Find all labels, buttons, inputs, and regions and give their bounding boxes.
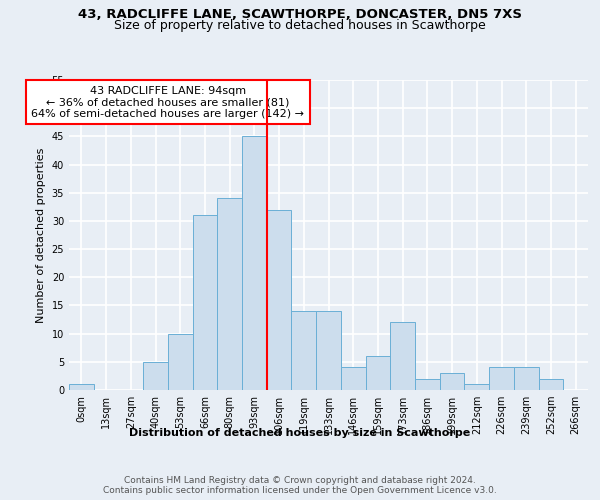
Bar (390, 322, 415, 390)
Bar (292, 311, 316, 390)
Bar (69, 384, 94, 390)
Bar (440, 373, 464, 390)
Y-axis label: Number of detached properties: Number of detached properties (36, 148, 46, 322)
Text: Distribution of detached houses by size in Scawthorpe: Distribution of detached houses by size … (130, 428, 470, 438)
Text: Size of property relative to detached houses in Scawthorpe: Size of property relative to detached ho… (114, 18, 486, 32)
Bar (217, 198, 242, 390)
Text: 43 RADCLIFFE LANE: 94sqm
← 36% of detached houses are smaller (81)
64% of semi-d: 43 RADCLIFFE LANE: 94sqm ← 36% of detach… (31, 86, 304, 119)
Bar (514, 368, 539, 390)
Bar (365, 356, 390, 390)
Bar (143, 362, 168, 390)
Bar (168, 334, 193, 390)
Bar (539, 378, 563, 390)
Bar (341, 368, 365, 390)
Text: Contains HM Land Registry data © Crown copyright and database right 2024.
Contai: Contains HM Land Registry data © Crown c… (103, 476, 497, 495)
Text: 43, RADCLIFFE LANE, SCAWTHORPE, DONCASTER, DN5 7XS: 43, RADCLIFFE LANE, SCAWTHORPE, DONCASTE… (78, 8, 522, 20)
Bar (464, 384, 489, 390)
Bar (242, 136, 267, 390)
Bar (415, 378, 440, 390)
Bar (267, 210, 292, 390)
Bar (316, 311, 341, 390)
Bar (193, 216, 217, 390)
Bar (489, 368, 514, 390)
